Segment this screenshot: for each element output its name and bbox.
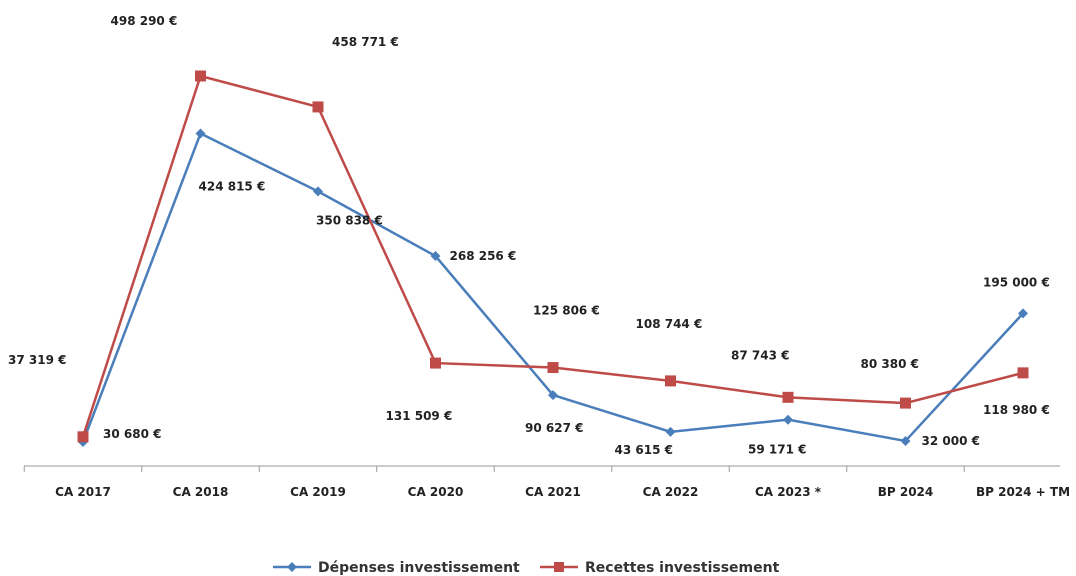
data-label-depenses: 32 000 € <box>922 434 980 448</box>
data-point-recettes <box>665 375 676 387</box>
data-point-recettes <box>77 431 89 443</box>
x-tick-label: CA 2022 <box>643 485 699 499</box>
series-line-recettes <box>81 74 1024 438</box>
data-point-depenses <box>195 128 206 139</box>
data-point-depenses <box>665 426 676 437</box>
x-tick-label: CA 2017 <box>55 485 111 499</box>
data-point-depenses <box>900 435 911 446</box>
legend: Dépenses investissement Recettes investis… <box>273 560 780 576</box>
data-label-recettes: 125 806 € <box>533 304 600 318</box>
data-label-depenses: 59 171 € <box>748 443 806 457</box>
data-label-depenses: 43 615 € <box>615 443 673 457</box>
data-point-depenses <box>313 186 323 197</box>
legend-square-marker <box>554 562 564 572</box>
x-axis: CA 2017 CA 2018 CA 2019 CA 2020 CA 2021 CA 20… <box>23 465 1070 499</box>
data-label-depenses: 268 256 € <box>450 249 517 263</box>
data-point-recettes <box>430 357 441 369</box>
x-tick-label: BP 2024 <box>878 485 934 499</box>
data-point-depenses <box>783 414 793 425</box>
data-label-recettes: 80 380 € <box>861 357 919 371</box>
data-label-recettes: 131 509 € <box>386 409 453 423</box>
data-point-depenses <box>430 251 441 262</box>
data-label-recettes: 458 771 € <box>332 35 399 49</box>
legend-diamond-marker <box>287 562 297 572</box>
data-point-recettes <box>782 391 794 403</box>
data-labels: 30 680 € 424 815 € 350 838 € 268 256 € 90 62… <box>8 14 1050 457</box>
data-point-recettes <box>1017 367 1029 379</box>
x-tick-label: BP 2024 + TM <box>976 485 1070 499</box>
data-point-depenses <box>1018 308 1028 319</box>
data-point-depenses <box>548 390 558 401</box>
data-point-recettes <box>900 397 911 409</box>
x-tick-label: CA 2020 <box>408 485 464 499</box>
data-label-recettes: 37 319 € <box>8 353 66 367</box>
x-tick-label: CA 2018 <box>173 485 229 499</box>
data-label-depenses: 195 000 € <box>983 275 1050 289</box>
data-point-recettes <box>547 362 559 374</box>
legend-label-recettes: Recettes investissement <box>585 560 780 576</box>
data-label-depenses: 424 815 € <box>199 180 266 194</box>
data-label-recettes: 498 290 € <box>111 14 178 28</box>
x-tick-label: CA 2019 <box>290 485 346 499</box>
data-label-recettes: 87 743 € <box>731 348 789 362</box>
data-label-depenses: 30 680 € <box>103 427 161 441</box>
legend-label-depenses: Dépenses investissement <box>318 560 520 576</box>
data-point-recettes <box>312 101 324 113</box>
x-tick-label: CA 2021 <box>525 485 581 499</box>
plot-area <box>77 70 1029 447</box>
x-tick-label: CA 2023 * <box>755 485 822 499</box>
data-label-recettes: 118 980 € <box>983 403 1050 417</box>
data-label-depenses: 350 838 € <box>316 213 383 227</box>
data-point-recettes <box>195 70 206 82</box>
data-label-recettes: 108 744 € <box>636 317 703 331</box>
data-label-depenses: 90 627 € <box>525 421 583 435</box>
